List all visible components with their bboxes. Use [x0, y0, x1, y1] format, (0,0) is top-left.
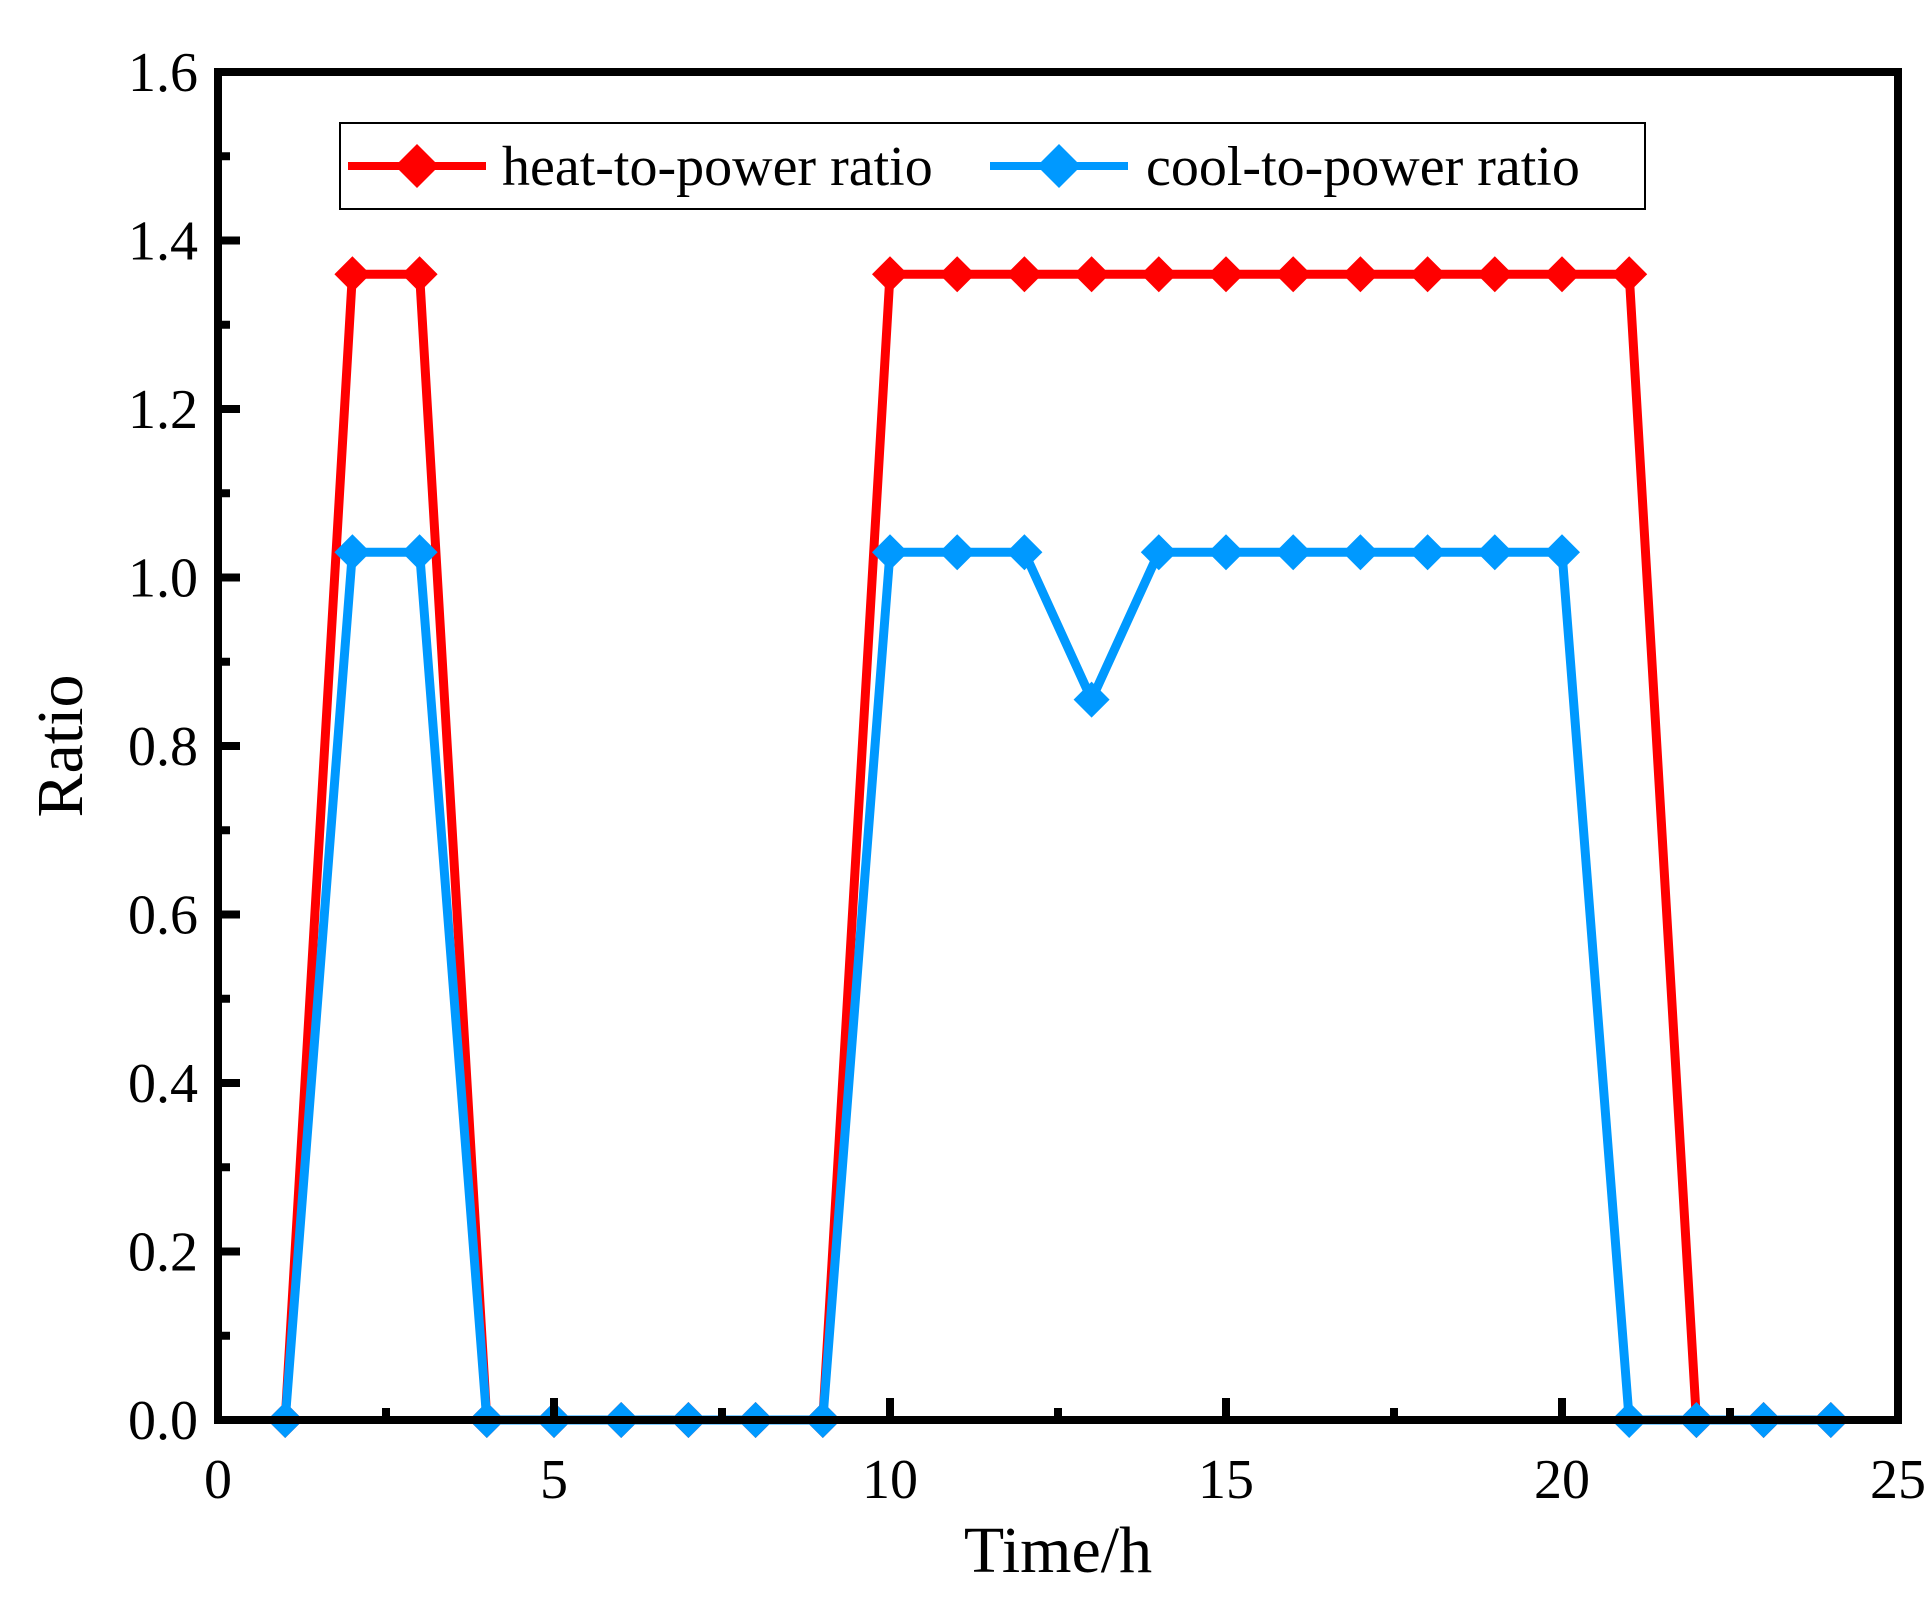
series-line-1 — [280, 547, 1831, 1425]
series-1-point — [1342, 534, 1379, 571]
series-1-point — [1073, 681, 1110, 718]
series-1-point — [872, 534, 908, 571]
series-0-point — [334, 256, 371, 293]
series-line-0 — [280, 269, 1831, 1425]
legend-label-heat: heat-to-power ratio — [502, 136, 933, 198]
y-tick-label: 1.2 — [128, 379, 198, 441]
series-0-point — [1140, 256, 1177, 293]
x-axis-title: Time/h — [964, 1514, 1152, 1587]
series-1-point — [1275, 534, 1312, 571]
x-tick-label: 15 — [1198, 1449, 1254, 1511]
series-1-point — [1208, 534, 1244, 571]
series-1-point — [939, 534, 976, 571]
series-1-point — [1544, 534, 1580, 571]
y-tick-label: 0.4 — [128, 1053, 198, 1115]
ticks-layer — [214, 68, 1902, 1424]
y-tick-label: 1.4 — [128, 211, 198, 273]
series-1-point — [1476, 534, 1513, 571]
y-tick-label: 0.8 — [128, 716, 198, 778]
series-1-point — [401, 534, 438, 571]
series-1-point — [1140, 534, 1177, 571]
tick-labels-layer: 0 5 10 15 20 25 0.0 0.2 0.4 0.6 0.8 1.0 1.2 1.4 1.6 — [128, 42, 1926, 1511]
series-layer — [267, 256, 1849, 1438]
y-axis-title: Ratio — [24, 675, 97, 818]
legend-marker-cool — [1037, 144, 1081, 188]
y-tick-label: 0.6 — [128, 885, 198, 947]
y-tick-label: 0.0 — [128, 1390, 198, 1452]
x-tick-label: 25 — [1870, 1449, 1926, 1511]
series-1-point — [1006, 534, 1043, 571]
series-0-point — [1208, 256, 1244, 293]
x-tick-label: 0 — [204, 1449, 232, 1511]
series-0-point — [872, 256, 908, 293]
y-tick-label: 1.6 — [128, 42, 198, 104]
x-tick-label: 10 — [862, 1449, 918, 1511]
legend-marker-heat — [395, 144, 439, 188]
series-0-point — [1611, 256, 1648, 293]
series-0-point — [1275, 256, 1312, 293]
legend-label-cool: cool-to-power ratio — [1146, 136, 1580, 198]
series-0-point — [1073, 256, 1110, 293]
series-0-point — [1342, 256, 1379, 293]
series-1-point — [334, 534, 371, 571]
x-tick-label: 20 — [1534, 1449, 1590, 1511]
series-0-point — [1006, 256, 1043, 293]
y-tick-label: 1.0 — [128, 548, 198, 610]
series-0-point — [1409, 256, 1446, 293]
x-tick-label: 5 — [540, 1449, 568, 1511]
series-1-point — [1409, 534, 1446, 571]
series-0-point — [1544, 256, 1580, 293]
series-0-point — [401, 256, 438, 293]
legend: heat-to-power ratio cool-to-power ratio — [339, 122, 1646, 210]
series-0-point — [939, 256, 976, 293]
y-tick-label: 0.2 — [128, 1222, 198, 1284]
series-0-point — [1476, 256, 1513, 293]
